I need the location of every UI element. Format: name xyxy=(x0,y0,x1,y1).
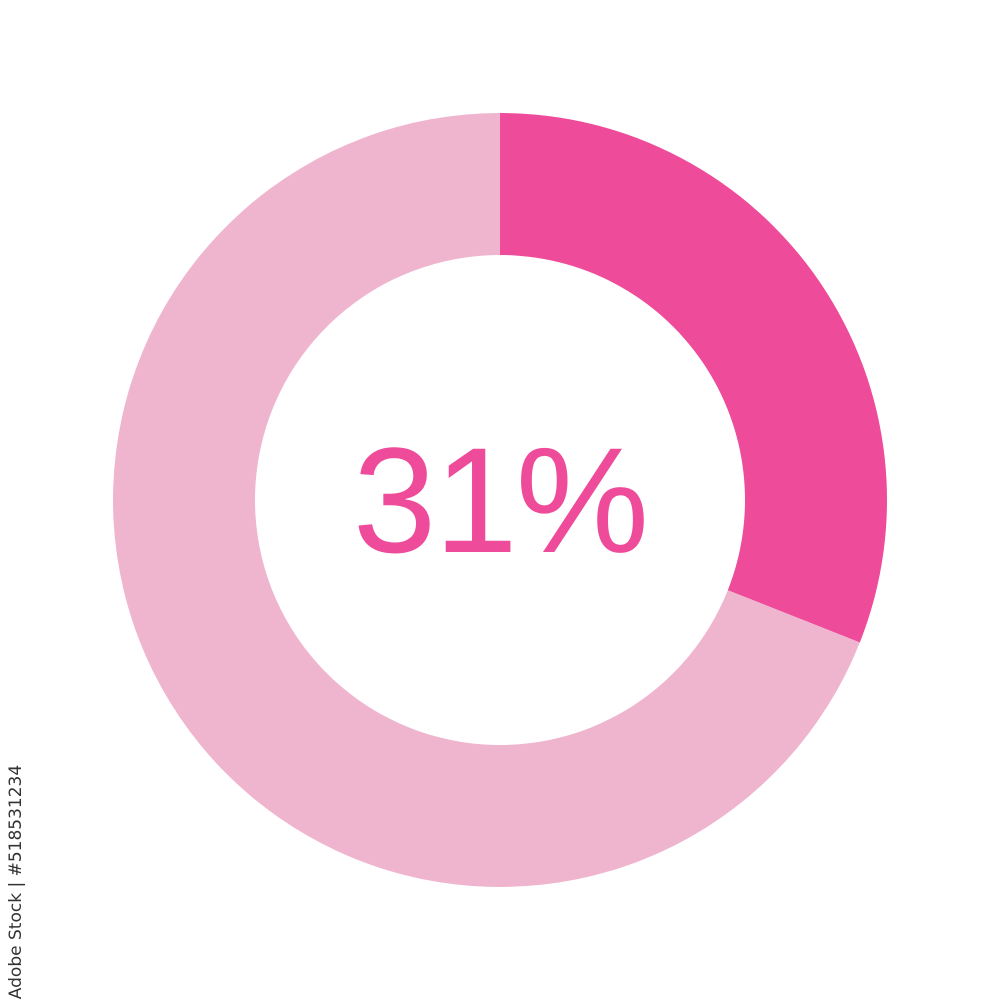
stock-credit: Adobe Stock | #518531234 xyxy=(6,764,26,1000)
center-percentage-label: 31% xyxy=(352,416,649,584)
donut-slice-remaining xyxy=(113,113,860,888)
donut-slice-filled xyxy=(500,113,887,643)
